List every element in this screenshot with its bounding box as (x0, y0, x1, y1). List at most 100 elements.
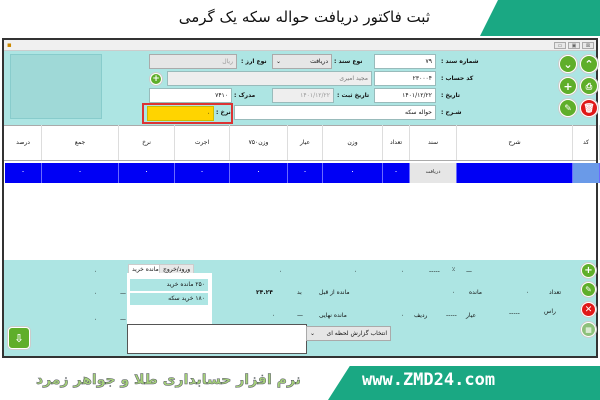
column-header-rate[interactable]: نرخ (119, 125, 175, 160)
column-header-purity[interactable]: عیار (288, 125, 323, 160)
cell-percent[interactable]: ۰ (5, 163, 42, 183)
rate-label: نرخ : (216, 109, 231, 116)
row-label: ردیف (414, 312, 428, 319)
column-header-wage[interactable]: اجرت (175, 125, 230, 160)
edit-button[interactable]: ✎ (559, 99, 577, 117)
value-zero: ۰ (272, 312, 276, 319)
report-select-value: انتخاب گزارش لحظه ای (326, 330, 387, 337)
add-row-button[interactable]: + (581, 263, 596, 278)
remaining-list: ۲۵۰ مانده خرید ۱۸۰ خرید سکه (127, 273, 212, 326)
footer-tagline: نرم افزار حسابداری طلا و جواهر زمرد (36, 372, 301, 389)
value-zero: ۰ (94, 290, 98, 297)
remain-label: مانده (469, 289, 483, 296)
value-zero: ۰ (94, 268, 98, 275)
column-header-w750[interactable]: وزن۷۵۰ (230, 125, 288, 160)
delete-row-button[interactable]: ✕ (581, 302, 596, 317)
minimize-button[interactable]: ▭ (554, 42, 566, 49)
footer-accent (328, 366, 600, 400)
doc-type-label: نوع سند : (334, 58, 363, 65)
cell-weight[interactable]: ۰ (323, 163, 383, 183)
up-button[interactable]: ⌃ (580, 55, 598, 73)
import-button[interactable]: ⇩ (8, 327, 30, 349)
reg-date-label: تاریخ ثبت : (337, 92, 370, 99)
header-panel: شماره سند : ۷۹ نوع سند : دریافت ⌄ نوع ارز… (4, 51, 598, 125)
list-item[interactable]: ۲۵۰ مانده خرید (130, 279, 208, 291)
value-zero: ۰ (401, 312, 405, 319)
value-zero: ۰ (354, 268, 358, 275)
cell-w750[interactable]: ۰ (230, 163, 288, 183)
print-button[interactable]: ⎙ (580, 77, 598, 95)
currency-select[interactable]: ریال (149, 54, 237, 69)
cell-count[interactable]: ۰ (383, 163, 410, 183)
edit-row-button[interactable]: ✎ (581, 282, 596, 297)
ref-label: مدرک : (234, 92, 256, 99)
column-header-count[interactable]: تعداد (383, 125, 410, 160)
date-label: تاریخ : (441, 92, 461, 99)
doc-no-label: شماره سند : (441, 58, 479, 65)
currency-label: نوع ارز : (241, 58, 267, 65)
add-account-button[interactable]: + (150, 73, 162, 85)
value-dash: — (120, 316, 126, 323)
notes-textarea[interactable] (127, 324, 307, 354)
doc-type-select[interactable]: دریافت ⌄ (272, 54, 332, 69)
final-remain-label: مانده نهایی (319, 312, 347, 319)
column-header-total[interactable]: جمع (42, 125, 119, 160)
delete-button[interactable]: 🗑 (580, 99, 598, 117)
list-item[interactable]: ۱۸۰ خرید سکه (130, 293, 208, 305)
image-box (10, 54, 102, 119)
header-divider (4, 160, 596, 161)
account-input[interactable]: ۲۳۰۰۰۴ (374, 71, 436, 86)
value-dash: — (466, 268, 472, 275)
chevron-down-icon: ⌄ (276, 58, 282, 65)
value-dashes: ----- (509, 310, 520, 317)
cell-wage[interactable]: ۰ (175, 163, 230, 183)
cell-rate[interactable]: ۰ (119, 163, 175, 183)
percent-sign: ٪ (452, 266, 456, 273)
cell-total[interactable]: ۰ (42, 163, 119, 183)
account-label: کد حساب : (441, 75, 474, 82)
banner-accent (480, 0, 600, 36)
column-header-percent[interactable]: درصد (5, 125, 42, 160)
value-zero: ۰ (526, 289, 530, 296)
desc-input[interactable]: حواله سکه (234, 105, 436, 120)
column-header-desc[interactable]: شرح (457, 125, 573, 160)
down-button[interactable]: ⌄ (559, 55, 577, 73)
purity-label: عیار (466, 312, 477, 319)
value-zero: ۰ (94, 316, 98, 323)
ras-label: راس (544, 308, 556, 315)
value-dashes: ----- (446, 312, 457, 319)
column-header-weight[interactable]: وزن (323, 125, 383, 160)
value-zero: ۰ (452, 289, 456, 296)
footer-url: www.ZMD24.com (362, 370, 496, 390)
ref-input[interactable]: ۷۴۱۰ (149, 88, 232, 103)
date-input[interactable]: ۱۴۰۱/۱۲/۲۲ (374, 88, 436, 103)
column-header-doc[interactable]: سند (410, 125, 457, 160)
value-dashes: ----- (429, 268, 440, 275)
value-zero: ۰ (401, 268, 405, 275)
reg-date-field: ۱۴۰۱/۱۲/۲۲ (272, 88, 334, 103)
prev-remain-label: مانده از قبل (319, 289, 350, 296)
report-select[interactable]: انتخاب گزارش لحظه ای ⌄ (306, 326, 391, 341)
cell-desc[interactable] (457, 163, 573, 183)
doc-type-value: دریافت (310, 58, 328, 65)
cell-code[interactable] (573, 163, 600, 183)
rate-highlight (142, 103, 233, 124)
cell-doc[interactable]: دریافت (410, 163, 457, 183)
doc-no-input[interactable]: ۷۹ (374, 54, 436, 69)
maximize-button[interactable]: ▣ (568, 42, 580, 49)
close-window-button[interactable]: ⊠ (582, 42, 594, 49)
desc-label: شـرح : (441, 109, 462, 116)
bottom-panel: مانده خرید ورود/خروج ۲۵۰ مانده خرید ۱۸۰ … (4, 260, 596, 356)
count-label: تعداد (549, 289, 562, 296)
value-zero: ۰ (279, 268, 283, 275)
rate-input[interactable]: ۰ (147, 106, 214, 121)
title-bar: ▪ ▭ ▣ ⊠ (4, 40, 596, 51)
chevron-down-icon: ⌄ (310, 330, 316, 337)
app-icon: ▪ (7, 41, 12, 49)
account-name-field: مجید امیری (167, 71, 372, 86)
value-dash: — (297, 312, 303, 319)
add-button[interactable]: + (559, 77, 577, 95)
column-header-code[interactable]: کد (573, 125, 600, 160)
cell-purity[interactable]: ۰ (288, 163, 323, 183)
grid-settings-button[interactable]: ▦ (581, 322, 596, 337)
